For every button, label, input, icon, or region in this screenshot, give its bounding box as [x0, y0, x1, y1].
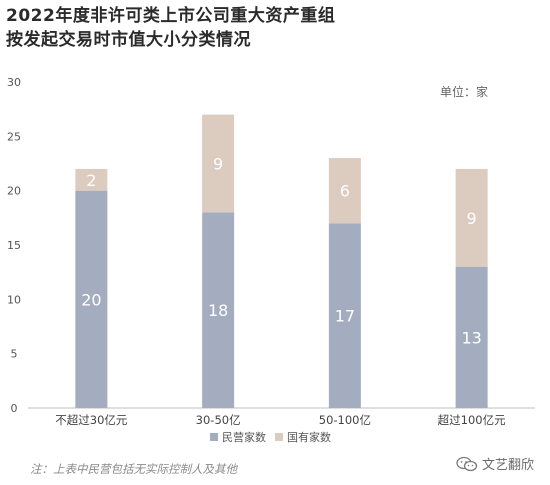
unit-label: 单位：家 [440, 84, 488, 99]
legend-label: 国有家数 [287, 430, 331, 444]
logo-text: 文艺翻欣 [481, 458, 534, 473]
bar-segment [202, 212, 235, 408]
bar-data-label: 9 [467, 209, 477, 228]
y-tick-label: 20 [7, 185, 21, 198]
footnote: 注：上表中民营包括无实际控制人及其他 [30, 462, 237, 476]
y-tick-label: 0 [11, 402, 18, 415]
chart-title: 2022年度非许可类上市公司重大资产重组 按发起交易时市值大小分类情况 [6, 4, 335, 52]
y-tick-label: 5 [11, 348, 18, 361]
bar-segment [328, 158, 361, 224]
x-tick-label: 30-50亿 [196, 413, 241, 427]
x-tick-label: 不超过30亿元 [55, 413, 128, 427]
bar-data-label: 13 [461, 328, 481, 347]
bar-data-label: 17 [335, 307, 355, 326]
y-tick-label: 15 [7, 239, 21, 252]
chart-title-line2: 按发起交易时市值大小分类情况 [6, 30, 251, 50]
y-tick-label: 30 [7, 76, 21, 89]
x-tick-label: 50-100亿 [319, 413, 371, 427]
x-tick-label: 超过100亿元 [438, 413, 506, 427]
bar-segment [455, 266, 488, 408]
y-tick-label: 10 [7, 293, 21, 306]
legend-swatch [275, 433, 283, 441]
bar-segment [202, 114, 235, 213]
chart-title-line1: 2022年度非许可类上市公司重大资产重组 [6, 6, 336, 26]
bar-data-label: 6 [340, 182, 350, 201]
y-tick-label: 25 [7, 130, 21, 143]
bar-data-label: 9 [213, 155, 223, 174]
bar-segment [75, 168, 108, 191]
bar-data-label: 20 [81, 290, 101, 309]
bar-data-label: 2 [86, 171, 96, 190]
bar-data-label: 18 [208, 301, 228, 320]
wechat-logo: 文艺翻欣 [456, 454, 534, 473]
bar-segment [75, 190, 108, 408]
bar-segment [455, 168, 488, 267]
legend-label: 民营家数 [222, 430, 266, 444]
wechat-icon [456, 456, 478, 471]
bar-segment [328, 223, 361, 408]
legend-swatch [210, 433, 218, 441]
